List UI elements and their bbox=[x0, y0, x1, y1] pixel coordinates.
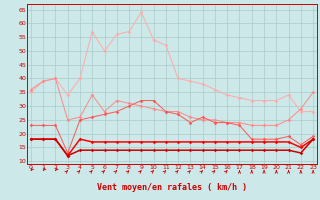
Text: Vent moyen/en rafales ( km/h ): Vent moyen/en rafales ( km/h ) bbox=[97, 184, 247, 192]
